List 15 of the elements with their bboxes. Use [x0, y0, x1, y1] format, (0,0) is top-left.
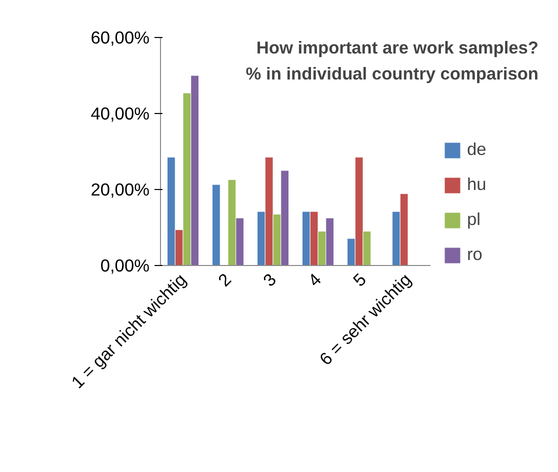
x-tick-label: 5 — [349, 269, 370, 290]
y-tick-label: 0,00% — [100, 256, 150, 276]
x-tick-label: 3 — [259, 269, 280, 290]
y-tick-label: 20,00% — [90, 180, 150, 200]
x-tick-label: 2 — [214, 269, 236, 290]
y-tick-label: 60,00% — [90, 28, 150, 48]
y-tick-label: 40,00% — [90, 104, 150, 124]
chart-title: How important are work samples? — [256, 38, 539, 58]
legend-label: pl — [467, 209, 482, 230]
legend-label: hu — [467, 174, 487, 195]
legend-label: ro — [467, 244, 484, 265]
x-tick-label: 4 — [304, 269, 326, 290]
bar — [212, 184, 220, 266]
legend-label: de — [467, 139, 487, 160]
text: % in individual country comparison — [246, 64, 539, 84]
